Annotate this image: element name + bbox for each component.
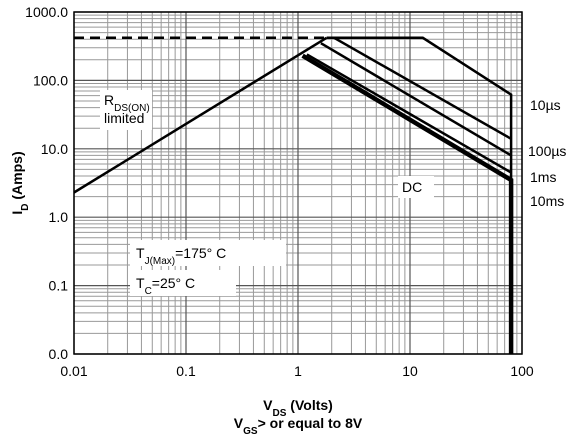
y-tick-label: 0.1 (49, 278, 69, 294)
x-tick-label: 100 (510, 363, 534, 379)
text-part: limited (104, 110, 144, 126)
annotation-box (130, 270, 236, 296)
series-line (73, 36, 328, 194)
plot-border (73, 11, 523, 355)
curve-label: 1ms (530, 169, 556, 185)
text-part: DS (273, 408, 287, 419)
text-part: I (9, 211, 25, 215)
curve-label: 10µs (530, 97, 561, 113)
y-axis-title: ID (Amps) (9, 151, 31, 214)
y-tick-label: 100.0 (33, 72, 68, 88)
annotation: TC=25° C (136, 275, 195, 297)
text-part: DC (402, 179, 422, 195)
x-tick-label: 0.1 (176, 363, 196, 379)
annotation: limited (104, 110, 144, 126)
annotation: RDS(ON) (104, 92, 150, 114)
text-part: J(Max) (145, 256, 176, 267)
curve-label: 100µs (528, 143, 566, 159)
x-tick-label: 1 (294, 363, 302, 379)
text-part: D (20, 204, 31, 211)
text-part: T (136, 245, 145, 261)
annotation-box (398, 176, 434, 198)
x-tick-label: 0.01 (60, 363, 87, 379)
text-part: T (136, 275, 145, 291)
annotation-box (130, 240, 286, 266)
text-part: =175° C (175, 245, 226, 261)
annotation-box (100, 90, 152, 130)
text-part: C (145, 286, 152, 297)
series-line (301, 53, 514, 354)
text-part: (Amps) (9, 151, 25, 203)
text-part: > or equal to 8V (258, 415, 363, 431)
text-part: V (263, 397, 273, 413)
series-line (306, 53, 512, 174)
y-tick-label: 1.0 (49, 209, 69, 225)
x-tick-label: 10 (402, 363, 418, 379)
y-tick-label: 1000.0 (25, 4, 68, 20)
text-part: R (104, 92, 114, 108)
x-axis-title: VDS (Volts) (263, 397, 333, 419)
annotation: TJ(Max)=175° C (136, 245, 226, 267)
text-part: V (234, 415, 244, 431)
subtitle: VGS> or equal to 8V (234, 415, 363, 437)
curve-label: 10ms (530, 193, 564, 209)
series-line (320, 42, 512, 157)
text-part: =25° C (152, 275, 195, 291)
series-line (333, 36, 512, 140)
annotation: DC (402, 179, 422, 195)
y-tick-label: 0.0 (49, 346, 69, 362)
text-part: DS(ON) (114, 103, 150, 114)
y-tick-label: 10.0 (41, 141, 68, 157)
text-part: GS (243, 426, 258, 437)
text-part: (Volts) (286, 397, 332, 413)
